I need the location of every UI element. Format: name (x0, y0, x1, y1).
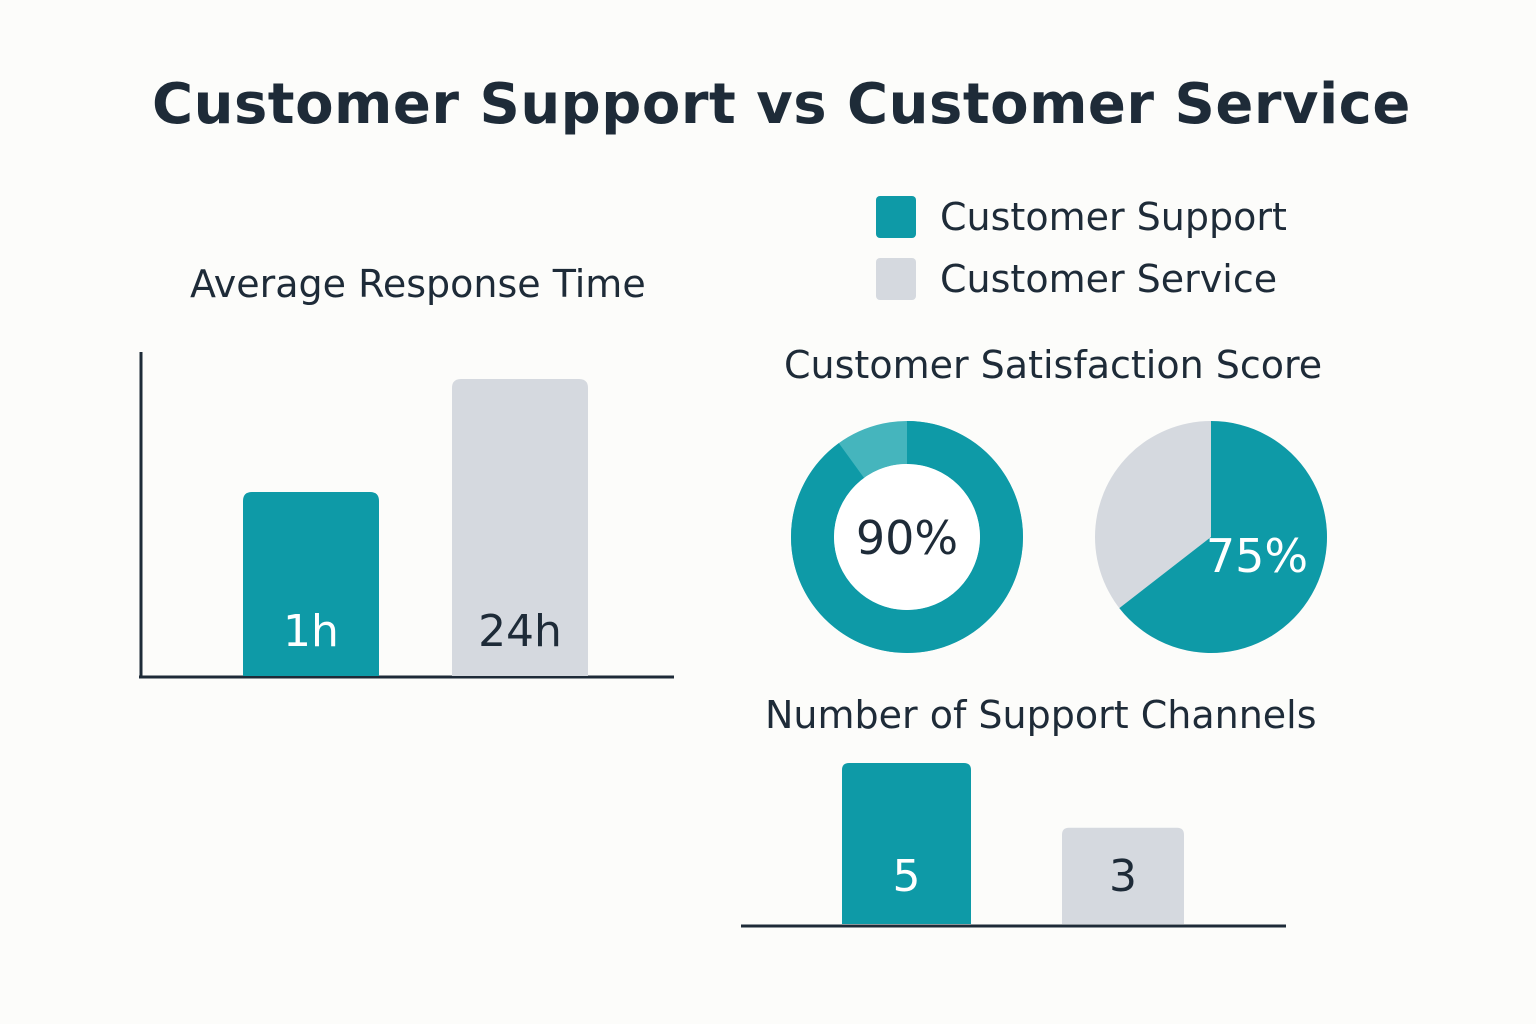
response-time-chart-title: Average Response Time (190, 262, 646, 306)
satisfaction-chart-title: Customer Satisfaction Score (784, 343, 1323, 387)
response-time-bar-1 (243, 492, 379, 676)
page-title: Customer Support vs Customer Service (152, 72, 1411, 137)
channels-bar-label-2: 3 (1109, 851, 1137, 902)
legend-item-support: Customer Support (876, 186, 1287, 248)
satisfaction-donut-label: 90% (856, 511, 958, 565)
satisfaction-donut-hole (834, 464, 980, 610)
response-time-bar-label-2: 24h (478, 606, 562, 657)
satisfaction-pie-value-slice (1119, 421, 1327, 653)
satisfaction-pie-label: 75% (1206, 529, 1308, 583)
channels-bar-label-1: 5 (893, 851, 921, 902)
response-time-bar-2 (452, 379, 588, 676)
response-time-bar-label-1: 1h (283, 606, 339, 657)
legend-swatch-support (876, 196, 916, 238)
channels-bar-2 (1062, 827, 1184, 924)
legend-label-support: Customer Support (940, 195, 1287, 239)
channels-bar-1 (842, 763, 971, 924)
legend-item-service: Customer Service (876, 248, 1287, 310)
legend-swatch-service (876, 258, 916, 300)
channels-chart-title: Number of Support Channels (765, 693, 1317, 737)
legend: Customer Support Customer Service (876, 186, 1287, 310)
legend-label-service: Customer Service (940, 257, 1278, 301)
satisfaction-donut-value-arc (791, 421, 1023, 653)
